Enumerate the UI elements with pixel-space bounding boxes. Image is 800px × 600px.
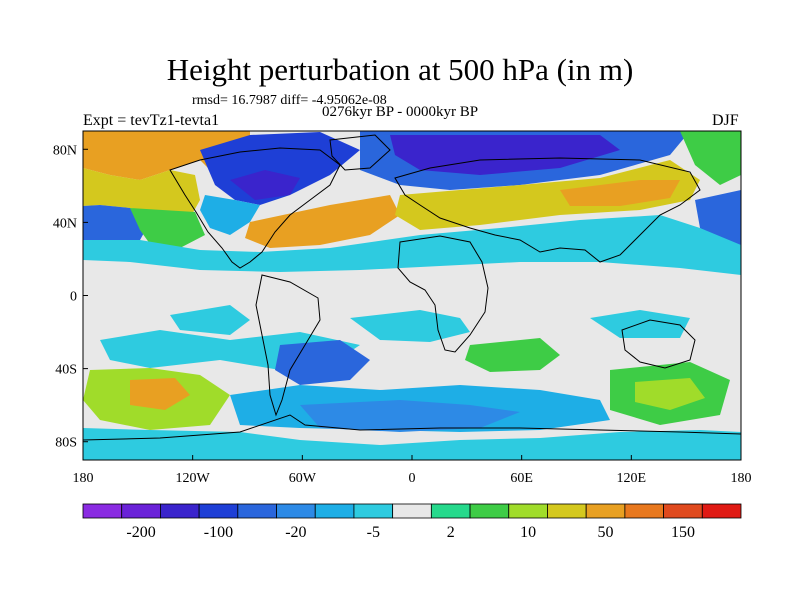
- coast-antarctica: [83, 414, 741, 441]
- season-label: DJF: [712, 112, 739, 129]
- colorbar-boxes: [82, 503, 742, 519]
- colorbar-box: [160, 503, 200, 519]
- colorbar-box: [508, 503, 548, 519]
- colorbar-box: [237, 503, 277, 519]
- field-yellow-south-indian-core: [635, 378, 705, 410]
- coast-eurasia: [394, 157, 701, 263]
- field-yellow-eurasia-high: [395, 160, 700, 230]
- colorbar-label: 2: [447, 524, 455, 541]
- colorbar-box: [430, 503, 471, 519]
- axis-ticks: 180 120W 60W 0 60E 120E 180 80N 40N 0 40S 80S: [53, 143, 752, 486]
- colorbar-label: 50: [598, 524, 614, 541]
- field-cyan-antarctic-west: [83, 428, 741, 460]
- stats-line: rmsd= 16.7987 diff= -4.95062e-08: [192, 93, 387, 108]
- field-cyan-tropics-west: [170, 305, 250, 335]
- field-cyan-tropics-atlantic: [350, 310, 470, 342]
- colorbar-labels: -200 -100 -20 -5 2 10 50 150: [126, 524, 695, 541]
- field-teal-western-atlantic: [200, 195, 260, 235]
- colorbar-box: [701, 503, 742, 519]
- experiment-label: Expt = tevTz1-tevta1: [83, 112, 220, 129]
- field-green-north-pacific-east: [130, 208, 205, 248]
- x-tick-label: 120E: [617, 471, 647, 486]
- y-tick-label: 40S: [55, 363, 77, 378]
- colorbar-label: -5: [367, 524, 380, 541]
- colorbar-box: [121, 503, 161, 519]
- colorbar-label: 150: [671, 524, 695, 541]
- coast-south-america: [255, 274, 321, 417]
- x-tick-label: 60E: [510, 471, 533, 486]
- colorbar-label: -100: [204, 524, 233, 541]
- colorbar-label: -200: [126, 524, 155, 541]
- x-tick-label: 0: [409, 471, 416, 486]
- field-orange-asia-core: [560, 180, 680, 206]
- colorbar-box: [469, 503, 510, 519]
- colorbar-box: [663, 503, 703, 519]
- colorbar-label: -20: [285, 524, 306, 541]
- x-tick-label: 120W: [176, 471, 211, 486]
- field-orange-south-pacific-core: [130, 378, 190, 410]
- y-tick-label: 40N: [53, 216, 77, 231]
- field-yellow-north-pacific: [83, 168, 200, 218]
- y-tick-label: 80N: [53, 143, 77, 158]
- coast-greenland: [329, 134, 391, 171]
- colorbar-box: [198, 503, 239, 519]
- coast-australia: [621, 319, 696, 369]
- colorbar-box: [624, 503, 664, 519]
- field-green-south-indian: [465, 338, 560, 372]
- y-tick-label: 80S: [55, 436, 77, 451]
- field-darkblue-canada-core: [230, 170, 300, 200]
- field-orange-atlantic-high: [245, 195, 400, 248]
- field-cyan-subtropical-north: [83, 215, 741, 275]
- colorbar-box: [392, 503, 432, 519]
- coastlines: [83, 134, 741, 441]
- field-blue-south-atlantic: [275, 340, 370, 385]
- colorbar-box: [314, 503, 355, 519]
- x-tick-label: 180: [731, 471, 752, 486]
- x-tick-label: 60W: [289, 471, 317, 486]
- period-label: 0276kyr BP - 0000kyr BP: [322, 104, 479, 120]
- colorbar-box: [276, 503, 316, 519]
- chart-title: Height perturbation at 500 hPa (in m): [166, 52, 634, 87]
- colorbar-box: [547, 503, 587, 519]
- coast-africa: [397, 235, 489, 353]
- coast-north-america: [169, 147, 341, 269]
- y-tick-label: 0: [70, 290, 77, 305]
- colorbar-box: [82, 503, 123, 519]
- colorbar-label: 10: [520, 524, 536, 541]
- x-tick-label: 180: [73, 471, 94, 486]
- field-blue-antarctic: [300, 400, 520, 432]
- colorbar-box: [585, 503, 626, 519]
- field-green-northeast: [680, 131, 741, 185]
- colorbar-box: [353, 503, 394, 519]
